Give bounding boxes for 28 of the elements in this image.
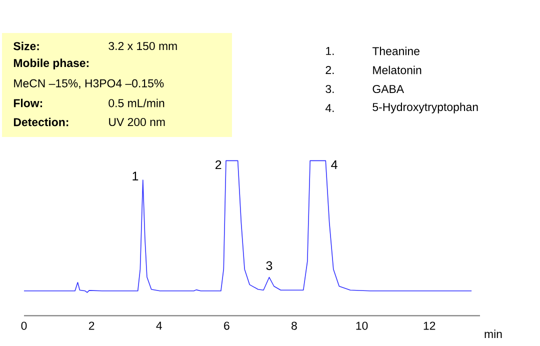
x-tick-label: 2 xyxy=(88,322,94,330)
x-tick-label: 0 xyxy=(21,322,27,330)
text: Theanine xyxy=(372,46,420,56)
text: 1. xyxy=(326,47,334,55)
x-tick-label: 8 xyxy=(292,322,297,330)
text: 3. xyxy=(326,84,334,94)
text: Melatonin xyxy=(373,66,422,74)
text: Flow: xyxy=(14,98,42,108)
annotation: 3 xyxy=(266,261,272,270)
text: 2. xyxy=(326,66,334,74)
text: 5-Hydroxytryptophan xyxy=(372,102,478,114)
x-tick-label: 10 xyxy=(356,322,368,330)
text: 0.5 mL/min xyxy=(108,98,164,108)
x-tick-label: 6 xyxy=(224,322,230,330)
text: Detection: xyxy=(14,118,68,126)
x-axis-title: min xyxy=(484,330,502,338)
text: UV 200 nm xyxy=(109,118,165,126)
text: GABA xyxy=(372,84,404,94)
annotation: 4 xyxy=(331,160,338,169)
text: MeCN –15%, H3PO4 –0.15% xyxy=(14,79,164,89)
x-tick-label: 12 xyxy=(424,322,436,330)
text: 4. xyxy=(325,104,334,112)
text: 3.2 x 150 mm xyxy=(108,42,177,50)
annotation: 1 xyxy=(132,172,138,180)
text: Size: xyxy=(14,42,39,50)
text: Mobile phase: xyxy=(14,58,88,70)
annotation: 2 xyxy=(216,160,222,170)
x-tick-label: 4 xyxy=(156,322,162,330)
